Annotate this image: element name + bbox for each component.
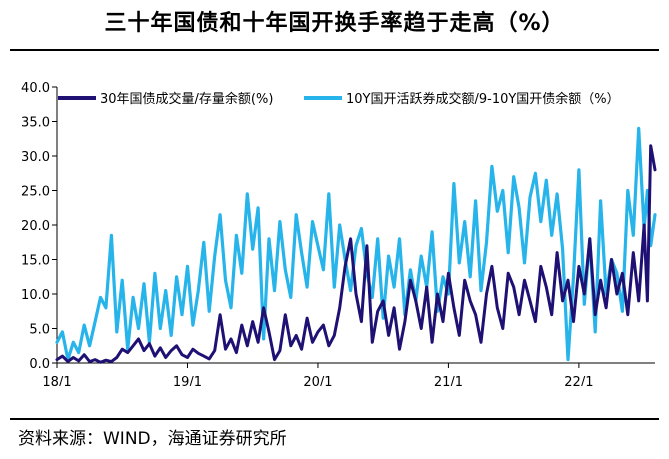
x-tick-label: 18/1 xyxy=(42,375,71,386)
y-tick-label: 15.0 xyxy=(21,254,50,269)
y-tick-label: 20.0 xyxy=(21,219,50,234)
source-divider xyxy=(10,418,659,420)
y-tick-label: 30.0 xyxy=(21,150,50,165)
y-tick-label: 10.0 xyxy=(21,288,50,303)
y-tick-label: 40.0 xyxy=(21,81,50,96)
legend: 30年国债成交量/存量余额(%) 10Y国开活跃券成交额/9-10Y国开债余额（… xyxy=(58,91,620,107)
y-axis: 0.0 5.0 10.0 15.0 20.0 25.0 30.0 35.0 40.0 xyxy=(21,81,58,372)
series-layer xyxy=(55,126,657,364)
title-divider xyxy=(10,49,659,51)
x-tick-label: 21/1 xyxy=(434,375,463,386)
source-note: 资料来源：WIND，海通证券研究所 xyxy=(18,429,287,449)
y-tick-label: 25.0 xyxy=(21,185,50,200)
legend-label-series-2: 10Y国开活跃券成交额/9-10Y国开债余额（%） xyxy=(346,91,620,107)
y-tick-label: 0.0 xyxy=(29,357,50,372)
x-tick-label: 19/1 xyxy=(173,375,202,386)
series-line-2 xyxy=(55,126,657,362)
y-tick-label: 5.0 xyxy=(29,323,50,338)
y-tick-label: 35.0 xyxy=(21,116,50,131)
series-line-1 xyxy=(55,144,657,364)
line-chart: 0.05.010.015.020.025.030.035.040.0 18/1 1… xyxy=(21,81,657,386)
chart-title: 三十年国债和十年国开换手率趋于走高（%） xyxy=(104,11,565,36)
x-axis: 18/1 19/1 20/1 21/1 22/1 xyxy=(42,362,655,386)
legend-label-series-1: 30年国债成交量/存量余额(%) xyxy=(100,91,273,107)
x-tick-label: 20/1 xyxy=(303,375,332,386)
x-tick-label: 22/1 xyxy=(564,375,593,386)
